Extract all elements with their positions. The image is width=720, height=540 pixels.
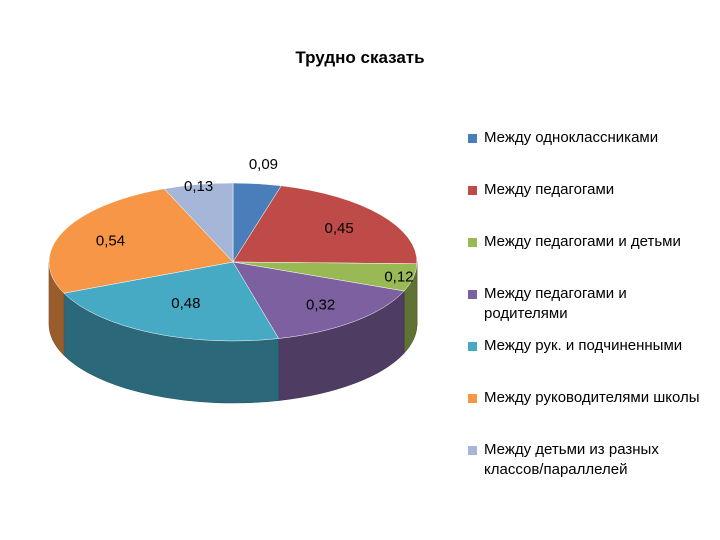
pie-slice-5 bbox=[48, 188, 234, 294]
legend-swatch bbox=[468, 290, 477, 299]
pie-slice-6 bbox=[163, 182, 234, 263]
data-label-0: 0,09 bbox=[249, 156, 278, 173]
data-labels: 0,09 0,45 0,12 0,32 0,48 0,54 0,13 bbox=[96, 156, 414, 314]
legend-label: Между руководителями школы bbox=[484, 389, 700, 406]
legend-label: Между рук. и подчиненными bbox=[484, 337, 683, 354]
legend-item: Между рук. и подчиненными bbox=[468, 336, 708, 388]
pie-slice-3 bbox=[232, 261, 405, 339]
chart-legend: Между одноклассниками Между педагогами Меж… bbox=[468, 128, 708, 492]
pie-slice-1 bbox=[232, 185, 418, 265]
data-label-2: 0,12 bbox=[384, 268, 413, 285]
legend-swatch bbox=[468, 446, 477, 455]
pie-tops bbox=[48, 182, 418, 342]
legend-item: Между педагогами и детьми bbox=[468, 232, 708, 284]
pie-slice-4 bbox=[63, 261, 280, 342]
data-label-3: 0,32 bbox=[306, 297, 335, 314]
legend-label: Между детьми из разных классов/параллеле… bbox=[484, 441, 659, 478]
data-label-5: 0,54 bbox=[96, 232, 125, 249]
legend-label: Между педагогами и родителями bbox=[484, 285, 627, 322]
data-label-1: 0,45 bbox=[325, 220, 354, 237]
legend-swatch bbox=[468, 238, 477, 247]
legend-swatch bbox=[468, 342, 477, 351]
legend-label: Между педагогами и детьми bbox=[484, 233, 681, 250]
chart-title: Трудно сказать bbox=[295, 48, 425, 67]
legend-item: Между педагогами и родителями bbox=[468, 284, 708, 336]
legend-item: Между руководителями школы bbox=[468, 388, 708, 440]
legend-label: Между педагогами bbox=[484, 181, 615, 198]
legend-swatch bbox=[468, 394, 477, 403]
legend-item: Между педагогами bbox=[468, 180, 708, 232]
legend-swatch bbox=[468, 186, 477, 195]
legend-swatch bbox=[468, 134, 477, 143]
legend-item: Между одноклассниками bbox=[468, 128, 708, 180]
legend-item: Между детьми из разных классов/параллеле… bbox=[468, 440, 708, 492]
legend-label: Между одноклассниками bbox=[484, 129, 659, 146]
data-label-6: 0,13 bbox=[184, 178, 213, 195]
data-label-4: 0,48 bbox=[171, 295, 200, 312]
